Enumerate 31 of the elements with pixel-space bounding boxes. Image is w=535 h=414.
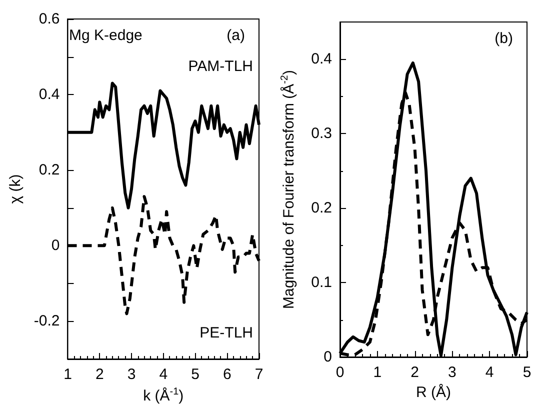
- x-tick-label: 5: [191, 366, 200, 383]
- x-tick-label: 5: [522, 364, 532, 381]
- y-axis-title: Magnitude of Fourier transform (Å-2): [280, 70, 298, 309]
- y-tick-label: -0.2: [34, 312, 60, 330]
- annotation: (b): [494, 30, 514, 47]
- x-tick-label: 6: [222, 366, 232, 383]
- y-tick-label: 0.3: [311, 125, 332, 142]
- x-tick-label: 3: [448, 364, 456, 381]
- x-axis-title: R (Å): [416, 383, 451, 401]
- x-tick-label: 3: [127, 366, 136, 383]
- y-tick-label: 0.4: [311, 50, 332, 68]
- y-tick-label: 0.2: [38, 162, 60, 179]
- x-tick-label: 1: [373, 364, 382, 381]
- x-tick-label: 2: [95, 366, 104, 383]
- y-tick-label: 0.1: [311, 274, 332, 292]
- y-tick-label: 0.6: [38, 10, 60, 28]
- y-tick-label: 0: [324, 348, 332, 366]
- annotation: Mg K-edge: [69, 27, 142, 44]
- x-tick-label: 7: [254, 366, 264, 383]
- annotation: (a): [226, 27, 246, 44]
- series-label: PE-TLH: [200, 324, 253, 342]
- text: PAM-TLH: [188, 58, 254, 76]
- x-tick-label: 4: [159, 366, 168, 383]
- x-tick-label: 1: [64, 366, 72, 383]
- x-tick-label: 2: [410, 364, 419, 381]
- y-tick-label: 0.2: [311, 200, 332, 217]
- x-tick-label: 4: [485, 364, 494, 381]
- y-axis-title: χ (k): [7, 174, 24, 204]
- x-tick-label: 0: [336, 364, 344, 381]
- y-tick-label: 0: [51, 237, 60, 254]
- y-tick-label: 0.4: [38, 86, 60, 104]
